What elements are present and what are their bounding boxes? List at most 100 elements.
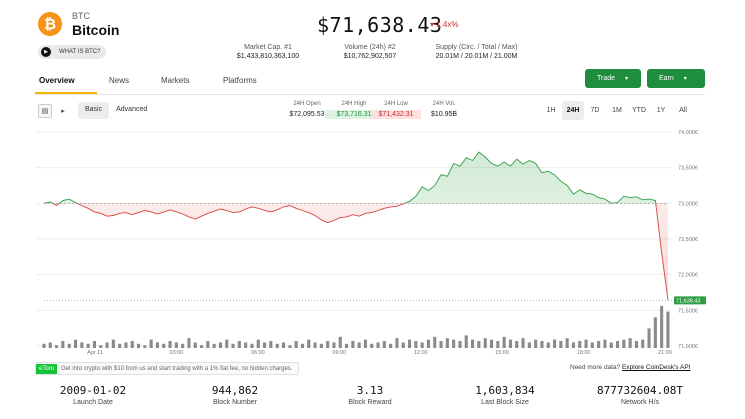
volume-value: $10,762,902,507 [343, 53, 397, 60]
volume-bar [376, 342, 380, 348]
block-reward-stat: 3.13 Block Reward [320, 384, 420, 406]
bitcoin-logo: ₿ [38, 12, 62, 36]
period-ytd[interactable]: YTD [632, 107, 646, 114]
tab-markets[interactable]: Markets [161, 76, 190, 85]
draw-icon[interactable]: ▸ [61, 108, 65, 115]
volume-bar [426, 339, 430, 348]
volume-bar [99, 345, 103, 348]
block-size-label: Last Block Size [481, 399, 529, 406]
volume-bar [212, 343, 216, 348]
x-tick-label: 09:00 [332, 350, 346, 356]
block-number-label: Block Number [213, 399, 257, 406]
volume-bar [471, 339, 475, 348]
period-selector: 1H 24H 7D 1M YTD 1Y All [540, 101, 694, 120]
volume-bar [168, 341, 172, 348]
what-is-btc-button[interactable]: ▶ WHAT IS BTC? [38, 45, 106, 59]
period-1m[interactable]: 1M [612, 107, 622, 114]
trade-button[interactable]: Trade ▾ [585, 69, 641, 88]
volume-bar [143, 345, 147, 348]
volume-bar [288, 345, 292, 348]
y-tick-label: 73,000€ [678, 201, 698, 207]
period-1h[interactable]: 1H [546, 107, 556, 114]
y-tick-label: 72,000€ [678, 273, 698, 279]
volume-bar [181, 343, 185, 348]
volume-bar [445, 338, 449, 348]
network-hashrate-stat: 877732604.08T Network H/s [590, 384, 690, 406]
tab-news[interactable]: News [109, 76, 130, 85]
volume-bar [130, 341, 134, 348]
volume-bar [332, 342, 336, 348]
volume-bar [231, 343, 235, 348]
chart-mode-toggle: Basic Advanced [78, 102, 154, 119]
low-24h-stat: 24H Low $71,432.31 [371, 101, 421, 119]
volume-bar [48, 342, 52, 348]
y-tick-label: 73,500€ [678, 166, 698, 172]
block-reward-value: 3.13 [356, 384, 384, 397]
supply-value: 20.01M / 20.01M / 21.00M [435, 53, 518, 60]
volume-bar [653, 317, 657, 348]
launch-date-label: Launch Date [73, 399, 113, 406]
volume-bar [370, 343, 374, 348]
play-icon: ▶ [41, 47, 51, 57]
ad-text: Get into crypto with $10 from us and sta… [61, 365, 293, 372]
volume-bar [571, 342, 575, 348]
open-24h-label: 24H Open [293, 101, 321, 107]
volume-bar [174, 342, 178, 348]
candles-icon[interactable]: ▤ [38, 104, 52, 118]
volume-bar [326, 341, 330, 348]
vol-24h-value: $10.95B [430, 111, 458, 118]
tab-platforms[interactable]: Platforms [223, 76, 257, 85]
coindesk-api-link[interactable]: Explore CoinDesk's API [622, 364, 691, 371]
volume-bar [597, 341, 601, 348]
volume-bar [237, 341, 241, 348]
volume-bar [521, 338, 525, 348]
block-number-stat: 944,862 Block Number [185, 384, 285, 406]
volume-bar [345, 343, 349, 348]
launch-date-value: 2009-01-02 [59, 384, 127, 397]
basic-mode-button[interactable]: Basic [78, 102, 110, 119]
advanced-mode-button[interactable]: Advanced [116, 106, 148, 113]
coin-tabs: Overview News Markets Platforms [35, 70, 283, 94]
volume-bar [641, 339, 645, 348]
launch-date-stat: 2009-01-02 Launch Date [43, 384, 143, 406]
open-24h-value: $72,095.53 [289, 111, 325, 118]
price-chart[interactable]: 74,000€ 73,500€ 73,000€ 72,500€ 72,000€ 71,50… [0, 124, 745, 360]
period-1y[interactable]: 1Y [656, 107, 666, 114]
volume-bar [527, 342, 531, 348]
market-cap-value: $1,433,810,363,100 [236, 53, 300, 60]
volume-bar [553, 339, 557, 348]
volume-bar [105, 342, 109, 348]
y-tick-label: 71,000€ [678, 344, 698, 350]
area-below-baseline [52, 203, 668, 301]
coin-ticker: BTC [72, 11, 90, 21]
etoro-ad[interactable]: eToro Get into crypto with $10 from us a… [35, 362, 300, 375]
block-number-value: 944,862 [211, 384, 259, 397]
volume-bar [300, 343, 304, 348]
volume-bar [483, 338, 487, 348]
open-24h-stat: 24H Open $72,095.53 [274, 101, 340, 119]
volume-bar [616, 341, 620, 348]
volume-bar [477, 341, 481, 348]
tab-overview[interactable]: Overview [35, 70, 97, 94]
volume-bar [502, 336, 506, 348]
volume-bar [307, 339, 311, 348]
volume-bar [244, 342, 248, 348]
period-24h[interactable]: 24H [562, 101, 584, 120]
period-all[interactable]: All [679, 107, 687, 114]
x-tick-label: 03:00 [170, 350, 184, 356]
volume-bar [193, 342, 197, 348]
vol-24h-stat: 24H Vol. $10.95B [423, 101, 465, 119]
volume-bar [628, 338, 632, 348]
volume-bar [395, 338, 399, 348]
earn-button[interactable]: Earn ▾ [647, 69, 705, 88]
volume-bar [162, 343, 166, 348]
volume-bar [452, 339, 456, 348]
volume-bar [496, 341, 500, 348]
volume-bar [584, 339, 588, 348]
last-price-label: 71,638.43 [676, 298, 700, 304]
current-price: $71,638.43 [317, 13, 443, 37]
volume-bar [414, 341, 418, 348]
period-7d[interactable]: 7D [590, 107, 600, 114]
volume-bar [622, 339, 626, 348]
what-is-btc-label: WHAT IS BTC? [59, 49, 101, 55]
